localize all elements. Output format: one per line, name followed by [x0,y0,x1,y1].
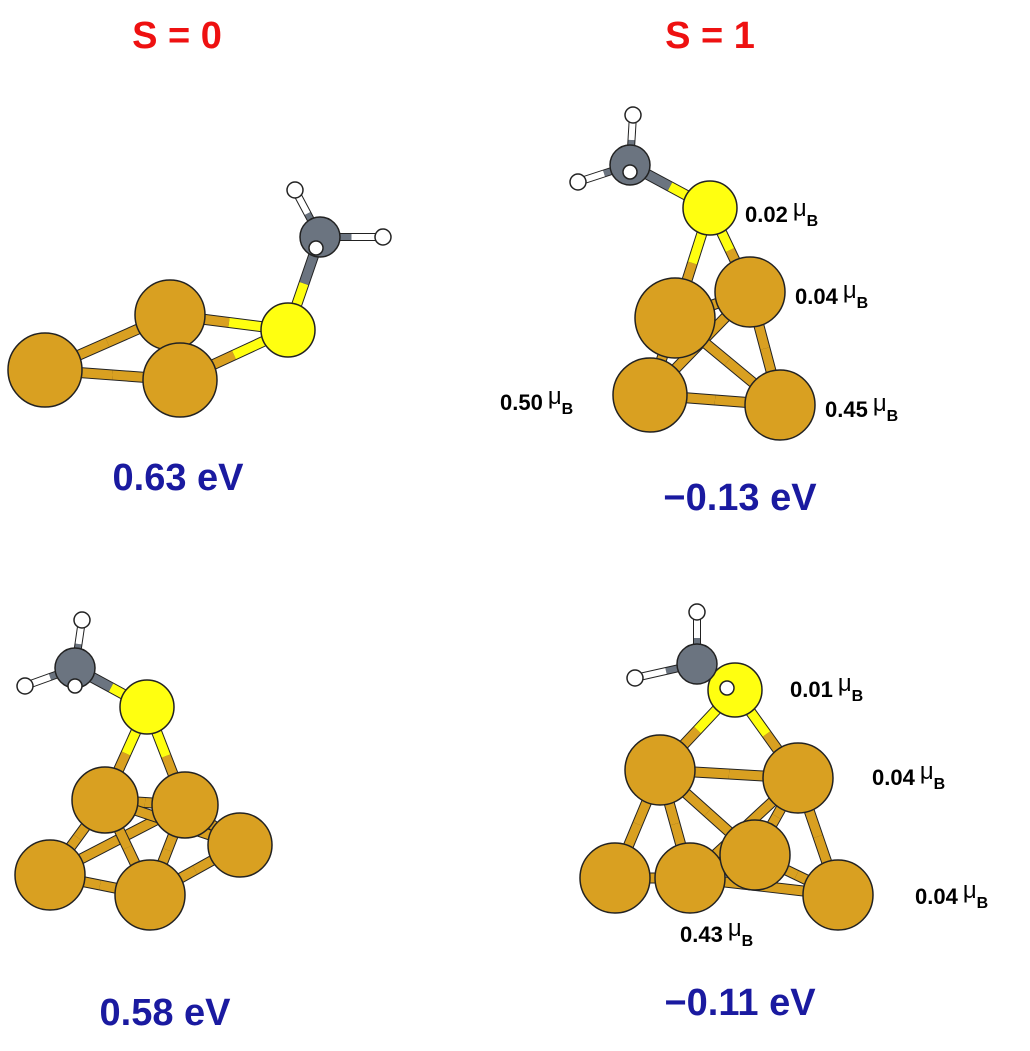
moment-unit: μ [920,758,934,785]
moment-subscript: B [857,295,869,312]
atom [119,679,175,735]
atom [676,643,718,685]
moment-value: 0.45 [825,397,868,422]
moment-unit: μ [728,915,742,942]
atom [688,603,706,621]
atom [634,277,716,359]
moment-unit: μ [793,195,807,222]
moment-value: 0.02 [745,202,788,227]
magnetic-moment: 0.02 μB [745,195,818,230]
energy: −0.11 eV [664,982,816,1024]
moment-subscript: B [887,408,899,425]
column-title: S = 0 [132,15,222,57]
moment-value: 0.01 [790,677,833,702]
column-title: S = 1 [665,15,755,57]
atom [714,256,786,328]
magnetic-moment: 0.45 μB [825,390,898,425]
atom [624,734,696,806]
atom [14,839,86,911]
moment-unit: μ [873,390,887,417]
atom [260,302,316,358]
moment-value: 0.50 [500,390,543,415]
energy: −0.13 eV [663,477,817,519]
atom [682,180,738,236]
atom [308,240,324,256]
energy: 0.63 eV [113,457,245,499]
moment-value: 0.04 [795,284,839,309]
magnetic-moment: 0.04 μB [915,877,988,912]
atom [114,859,186,931]
moment-value: 0.04 [872,765,916,790]
atom [134,279,206,351]
energy: 0.58 eV [100,992,232,1034]
magnetic-moment: 0.50 μB [500,383,573,418]
atom [744,369,816,441]
moment-subscript: B [562,401,574,418]
moment-unit: μ [548,383,562,410]
moment-value: 0.04 [915,884,959,909]
atom [73,611,91,629]
atom [626,669,644,687]
atom [142,342,218,418]
atom [719,819,791,891]
atom [7,332,83,408]
atom [624,106,642,124]
atom [622,164,638,180]
moment-unit: μ [843,277,857,304]
atom [719,680,735,696]
moment-value: 0.43 [680,922,723,947]
moment-subscript: B [742,933,754,950]
atom [802,859,874,931]
atom [374,228,392,246]
magnetic-moment: 0.43 μB [680,915,753,950]
atom [707,662,763,718]
atom [286,181,304,199]
moment-subscript: B [807,213,819,230]
atom [569,173,587,191]
moment-subscript: B [852,688,864,705]
atom [654,842,726,914]
moment-subscript: B [977,895,989,912]
atom [579,842,651,914]
moment-unit: μ [838,670,852,697]
atom [16,677,34,695]
magnetic-moment: 0.04 μB [872,758,945,793]
atom [151,771,219,839]
atom [207,812,273,878]
moment-unit: μ [963,877,977,904]
atom [71,766,139,834]
molecules [7,106,874,931]
atom [762,742,834,814]
magnetic-moment: 0.01 μB [790,670,863,705]
atom [67,678,83,694]
moment-subscript: B [934,776,946,793]
magnetic-moment: 0.04 μB [795,277,868,312]
atom [612,357,688,433]
